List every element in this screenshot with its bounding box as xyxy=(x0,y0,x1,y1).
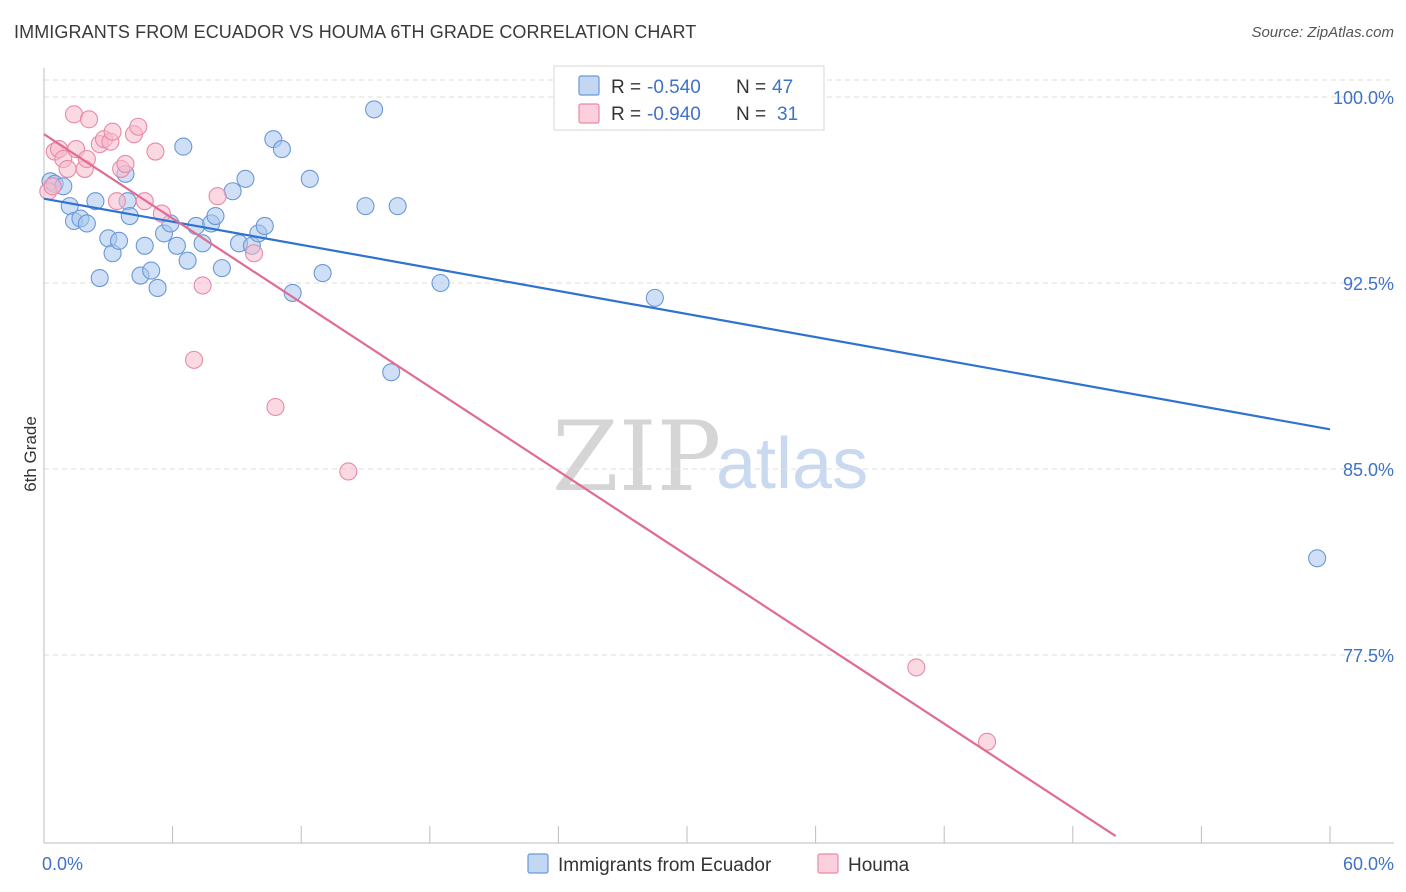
data-point-ecuador xyxy=(135,236,154,255)
grid-lines xyxy=(44,79,1394,656)
legend-r-label-pink: R = xyxy=(611,104,641,125)
data-point-houma xyxy=(978,732,997,751)
series-legend-label-houma: Houma xyxy=(848,855,910,876)
data-point-ecuador xyxy=(431,273,450,293)
stats-legend: R = -0.540 N = 47 R = -0.940 N = 31 xyxy=(553,65,825,131)
series-legend: Immigrants from Ecuador Houma xyxy=(527,853,910,876)
data-point-houma xyxy=(116,154,135,174)
data-point-ecuador xyxy=(206,206,225,226)
data-point-houma xyxy=(146,142,165,161)
data-point-houma xyxy=(339,462,358,481)
series-legend-swatch-ecuador xyxy=(527,853,549,874)
data-point-ecuador xyxy=(365,100,384,119)
y-tick-label: 92.5% xyxy=(1343,274,1394,294)
data-point-ecuador xyxy=(283,283,302,302)
legend-n-label-blue: N = xyxy=(736,77,766,98)
source-credit: Source: ZipAtlas.com xyxy=(1251,24,1394,41)
data-point-houma xyxy=(107,192,126,211)
data-point-ecuador xyxy=(236,169,255,188)
x-tick-label-max: 60.0% xyxy=(1343,854,1394,874)
data-point-ecuador xyxy=(167,236,186,255)
legend-swatch-blue xyxy=(578,75,600,96)
legend-r-label-blue: R = xyxy=(611,77,641,98)
data-point-houma xyxy=(907,658,926,677)
legend-n-value-blue: 47 xyxy=(772,77,793,98)
data-point-ecuador xyxy=(1308,549,1327,568)
legend-r-value-pink: -0.940 xyxy=(647,104,701,125)
y-tick-label: 77.5% xyxy=(1343,646,1394,666)
data-point-ecuador xyxy=(77,214,96,233)
trend-lines xyxy=(43,133,1331,837)
legend-swatch-pink xyxy=(578,103,600,124)
data-point-ecuador xyxy=(148,278,167,298)
watermark: ZIP atlas xyxy=(552,401,868,513)
series-legend-swatch-houma xyxy=(817,853,839,874)
data-point-houma xyxy=(58,159,77,178)
data-point-ecuador xyxy=(255,216,274,236)
data-point-ecuador xyxy=(223,182,242,201)
data-point-ecuador xyxy=(388,197,407,216)
trend-line-houma xyxy=(43,133,1117,837)
data-point-houma xyxy=(79,110,99,129)
data-point-ecuador xyxy=(382,363,401,382)
series-legend-label-ecuador: Immigrants from Ecuador xyxy=(558,855,772,876)
y-tick-label: 85.0% xyxy=(1343,460,1394,480)
data-point-houma xyxy=(193,276,212,295)
watermark-zip: ZIP xyxy=(552,401,721,513)
data-point-houma xyxy=(43,177,62,196)
data-point-houma xyxy=(64,105,84,124)
scatter-points xyxy=(39,100,1327,751)
data-point-houma xyxy=(103,122,122,141)
data-point-houma xyxy=(77,149,96,169)
data-point-ecuador xyxy=(645,288,664,307)
y-tick-labels: 77.5% 85.0% 92.5% 100.0% xyxy=(1333,88,1394,666)
data-point-houma xyxy=(184,350,204,369)
data-point-ecuador xyxy=(90,268,109,288)
data-point-ecuador xyxy=(174,137,193,156)
y-tick-label: 100.0% xyxy=(1333,88,1394,108)
watermark-atlas: atlas xyxy=(716,424,868,504)
data-point-houma xyxy=(244,244,264,263)
data-point-ecuador xyxy=(313,264,332,283)
data-point-ecuador xyxy=(300,169,319,188)
data-point-houma xyxy=(208,187,227,206)
legend-r-value-blue: -0.540 xyxy=(647,77,701,98)
x-tick-label-min: 0.0% xyxy=(42,854,83,874)
legend-n-label-pink: N = xyxy=(736,104,766,125)
data-point-ecuador xyxy=(356,197,375,216)
data-point-ecuador xyxy=(86,192,105,211)
data-point-houma xyxy=(266,397,285,417)
data-point-houma xyxy=(129,117,148,136)
data-point-ecuador xyxy=(178,251,197,270)
legend-n-value-pink: 31 xyxy=(777,104,798,125)
trend-line-ecuador xyxy=(43,197,1331,431)
y-axis-label: 6th Grade xyxy=(21,416,40,492)
data-point-ecuador xyxy=(142,261,161,280)
data-point-ecuador xyxy=(109,231,129,250)
data-point-ecuador xyxy=(272,140,291,159)
chart-title: IMMIGRANTS FROM ECUADOR VS HOUMA 6TH GRA… xyxy=(14,22,697,42)
data-point-ecuador xyxy=(212,259,231,278)
